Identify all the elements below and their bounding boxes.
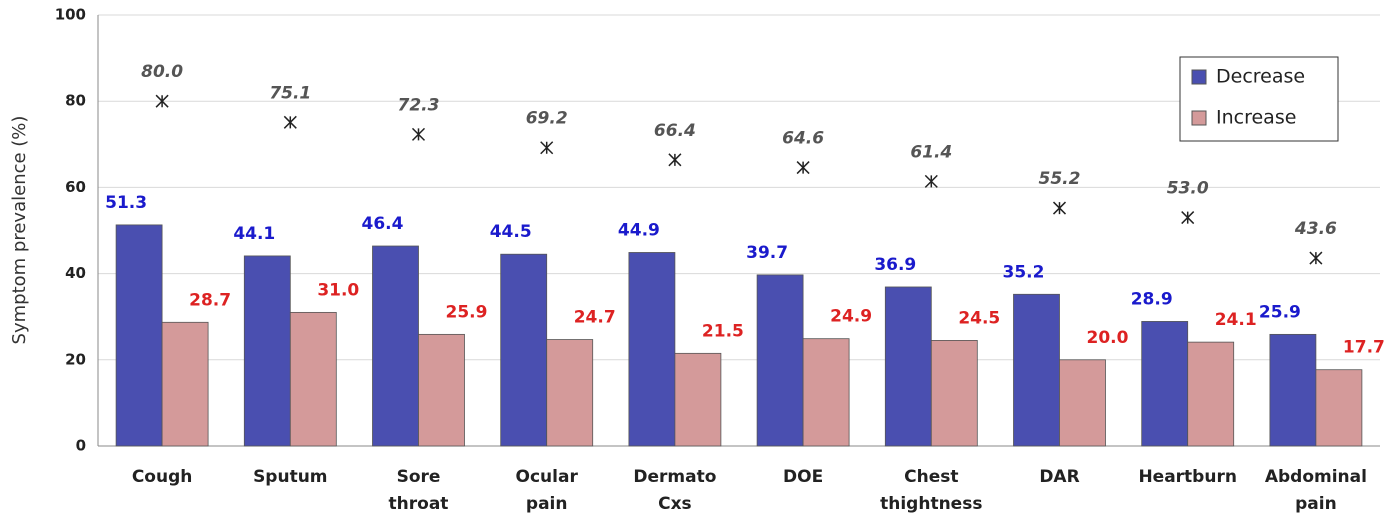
data-label: 44.5 (490, 222, 532, 242)
bar (1315, 369, 1363, 447)
asterisk-marker (1181, 211, 1195, 225)
legend-label: Decrease (1216, 66, 1305, 88)
asterisk-marker (1052, 201, 1067, 215)
x-tick-label: Heartburn (1138, 467, 1237, 487)
data-label: 44.1 (233, 224, 275, 244)
y-axis-label: Symptom prevalence (%) (9, 116, 30, 345)
data-label: 17.7 (1343, 338, 1385, 358)
bar (802, 338, 850, 447)
legend-swatch (1191, 110, 1207, 126)
asterisk-marker (668, 153, 682, 167)
data-label: 35.2 (1003, 262, 1045, 282)
data-label: 53.0 (1167, 179, 1209, 199)
y-tick-label: 20 (65, 350, 86, 368)
bar (289, 311, 337, 447)
asterisk-marker (924, 174, 938, 188)
data-label: 64.6 (782, 129, 824, 149)
data-label: 28.9 (1131, 289, 1173, 309)
x-tick-label: Chest thightness (880, 467, 982, 514)
data-label: 39.7 (746, 243, 788, 263)
bar (1059, 359, 1106, 447)
bar (372, 245, 419, 447)
x-tick-label: Cough (132, 467, 193, 487)
data-label: 55.2 (1039, 169, 1081, 189)
data-label: 25.9 (1259, 302, 1301, 322)
bar (546, 339, 594, 447)
data-label: 61.4 (910, 142, 952, 162)
data-label: 24.9 (830, 307, 872, 327)
legend-label: Increase (1216, 107, 1296, 129)
bar (161, 321, 209, 447)
data-label: 24.7 (574, 308, 616, 328)
data-label: 21.5 (702, 321, 744, 341)
data-label: 69.2 (526, 109, 568, 129)
asterisk-marker (283, 115, 297, 129)
y-tick-label: 40 (65, 264, 86, 282)
bar (674, 352, 722, 447)
bar (115, 224, 163, 447)
bar (756, 274, 804, 447)
bar (1187, 341, 1235, 447)
x-tick-label: DOE (783, 467, 823, 487)
data-label: 43.6 (1294, 219, 1337, 239)
bar (243, 255, 291, 447)
bar (1141, 321, 1189, 447)
x-tick-label: Sore throat (389, 467, 449, 514)
data-label: 28.7 (189, 290, 231, 310)
data-label: 24.5 (958, 308, 1000, 328)
x-tick-label: Sputum (253, 467, 327, 487)
asterisk-marker (540, 141, 554, 155)
bar (1013, 293, 1060, 447)
data-label: 72.3 (398, 95, 440, 115)
data-label: 80.0 (141, 62, 183, 82)
bar (930, 340, 978, 447)
data-label: 36.9 (874, 255, 916, 275)
bar (628, 252, 676, 447)
x-tick-label: Dermato Cxs (633, 467, 716, 514)
y-tick-label: 80 (65, 92, 86, 110)
bar (500, 253, 548, 447)
data-label: 44.9 (618, 220, 660, 240)
bar (884, 286, 932, 447)
bar (1269, 333, 1317, 447)
bar (418, 333, 465, 447)
data-label: 31.0 (317, 280, 359, 300)
data-label: 25.9 (446, 302, 488, 322)
data-label: 20.0 (1087, 328, 1129, 348)
data-label: 75.1 (269, 83, 311, 103)
legend-swatch (1191, 69, 1207, 85)
asterisk-marker (155, 94, 169, 108)
x-tick-label: Abdominal pain (1265, 467, 1367, 514)
y-tick-label: 100 (55, 6, 86, 24)
data-label: 24.1 (1215, 310, 1257, 330)
data-label: 51.3 (105, 193, 147, 213)
x-tick-label: DAR (1039, 467, 1079, 487)
x-tick-label: Ocular pain (516, 467, 579, 514)
y-tick-label: 60 (65, 178, 86, 196)
asterisk-marker (1309, 251, 1323, 265)
y-tick-label: 0 (76, 437, 86, 455)
asterisk-marker (796, 161, 810, 175)
data-label: 66.4 (654, 121, 696, 141)
data-label: 46.4 (362, 214, 404, 234)
asterisk-marker (411, 127, 426, 141)
